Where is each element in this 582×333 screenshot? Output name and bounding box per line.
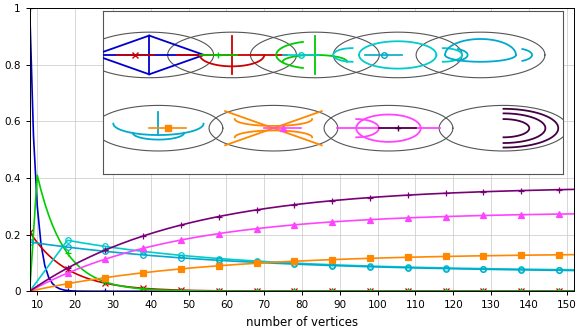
X-axis label: number of vertices: number of vertices	[246, 316, 358, 329]
